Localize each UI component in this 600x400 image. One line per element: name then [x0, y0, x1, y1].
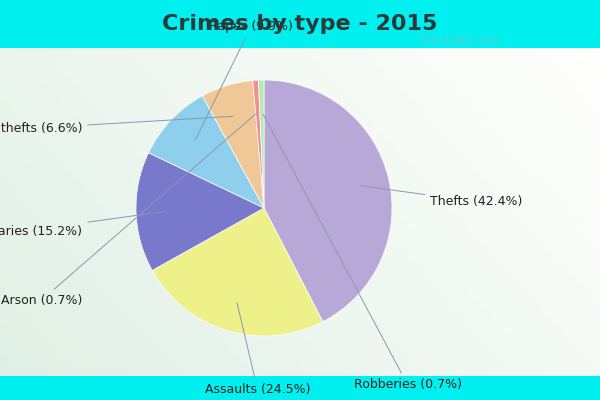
Text: Robberies (0.7%): Robberies (0.7%) — [263, 114, 461, 391]
Wedge shape — [264, 80, 392, 322]
Text: Crimes by type - 2015: Crimes by type - 2015 — [163, 14, 437, 34]
Wedge shape — [136, 153, 264, 270]
Text: Assaults (24.5%): Assaults (24.5%) — [205, 303, 310, 396]
Text: Thefts (42.4%): Thefts (42.4%) — [360, 186, 523, 208]
Text: Auto thefts (6.6%): Auto thefts (6.6%) — [0, 116, 233, 135]
Text: City-Data.com: City-Data.com — [420, 35, 500, 45]
Wedge shape — [259, 80, 264, 208]
Wedge shape — [202, 80, 264, 208]
Text: Burglaries (15.2%): Burglaries (15.2%) — [0, 211, 165, 238]
Text: Rapes (9.9%): Rapes (9.9%) — [196, 20, 293, 140]
Wedge shape — [253, 80, 264, 208]
Wedge shape — [149, 96, 264, 208]
Text: Arson (0.7%): Arson (0.7%) — [1, 114, 256, 307]
Wedge shape — [152, 208, 323, 336]
